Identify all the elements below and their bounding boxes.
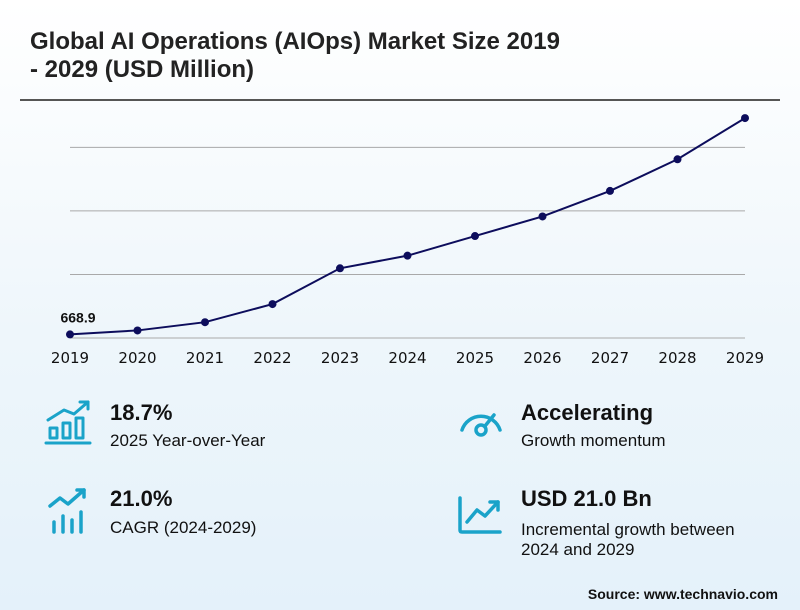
x-tick-label: 2020 bbox=[118, 349, 156, 367]
stat-value: USD 21.0 Bn bbox=[521, 486, 652, 511]
x-tick-label: 2019 bbox=[51, 349, 89, 367]
data-point-2022 bbox=[268, 300, 277, 309]
chart-title: Global AI Operations (AIOps) Market Size… bbox=[30, 28, 730, 84]
title-divider bbox=[20, 99, 780, 101]
data-label: 668.9 bbox=[60, 309, 95, 325]
stat-momentum: Accelerating Growth momentum bbox=[456, 398, 776, 458]
stat-value: 18.7% bbox=[110, 400, 173, 425]
data-point-2026 bbox=[538, 212, 547, 221]
data-labels: 668.9 bbox=[60, 309, 95, 325]
data-point-2024 bbox=[403, 251, 412, 260]
growth-chart-icon bbox=[458, 496, 502, 534]
data-point-2028 bbox=[673, 155, 682, 164]
data-point-2023 bbox=[336, 264, 344, 273]
data-point-2019 bbox=[66, 330, 74, 339]
stat-incremental: USD 21.0 Bn Incremental growth between 2… bbox=[456, 484, 776, 564]
x-tick-label: 2024 bbox=[388, 349, 426, 367]
gauge-icon bbox=[460, 413, 502, 437]
x-tick-label: 2021 bbox=[186, 349, 224, 367]
stat-description: 2025 Year-over-Year bbox=[110, 431, 266, 450]
x-tick-label: 2023 bbox=[321, 349, 359, 367]
data-point-2020 bbox=[133, 326, 142, 335]
gridlines bbox=[70, 146, 745, 275]
stat-value: Accelerating bbox=[521, 400, 654, 425]
stat-description: Growth momentum bbox=[521, 431, 666, 450]
line-chart: 2019 2020 2021 2022 2023 2024 2025 2026 2027 2028… bbox=[51, 114, 764, 367]
data-point-2025 bbox=[471, 232, 479, 241]
data-point-2027 bbox=[606, 186, 614, 195]
source-note: Source: www.technavio.com bbox=[587, 586, 778, 602]
trend-bars-icon bbox=[48, 488, 86, 534]
stat-yoy: 18.7% 2025 Year-over-Year bbox=[44, 398, 344, 458]
x-tick-label: 2029 bbox=[726, 349, 764, 367]
title-line-2: - 2029 (USD Million) bbox=[30, 56, 255, 83]
data-point-2029 bbox=[741, 114, 749, 123]
x-tick-label: 2028 bbox=[658, 349, 696, 367]
stat-value: 21.0% bbox=[110, 486, 173, 511]
stat-description: CAGR (2024-2029) bbox=[110, 518, 257, 537]
x-tick-label: 2022 bbox=[253, 349, 291, 367]
bar-chart-growth-icon bbox=[44, 400, 92, 445]
x-axis-ticks: 2019 2020 2021 2022 2023 2024 2025 2026 2027 2028… bbox=[51, 349, 764, 367]
series-line bbox=[69, 117, 746, 336]
x-tick-label: 2026 bbox=[523, 349, 561, 367]
stat-cagr: 21.0% CAGR (2024-2029) bbox=[44, 484, 344, 544]
data-point-2021 bbox=[201, 318, 209, 327]
series-market-size bbox=[66, 114, 749, 339]
stat-description: Incremental growth between 2024 and 2029 bbox=[521, 520, 735, 559]
x-tick-label: 2027 bbox=[591, 349, 629, 367]
x-tick-label: 2025 bbox=[456, 349, 494, 367]
title-line-1: Global AI Operations (AIOps) Market Size… bbox=[30, 28, 560, 55]
